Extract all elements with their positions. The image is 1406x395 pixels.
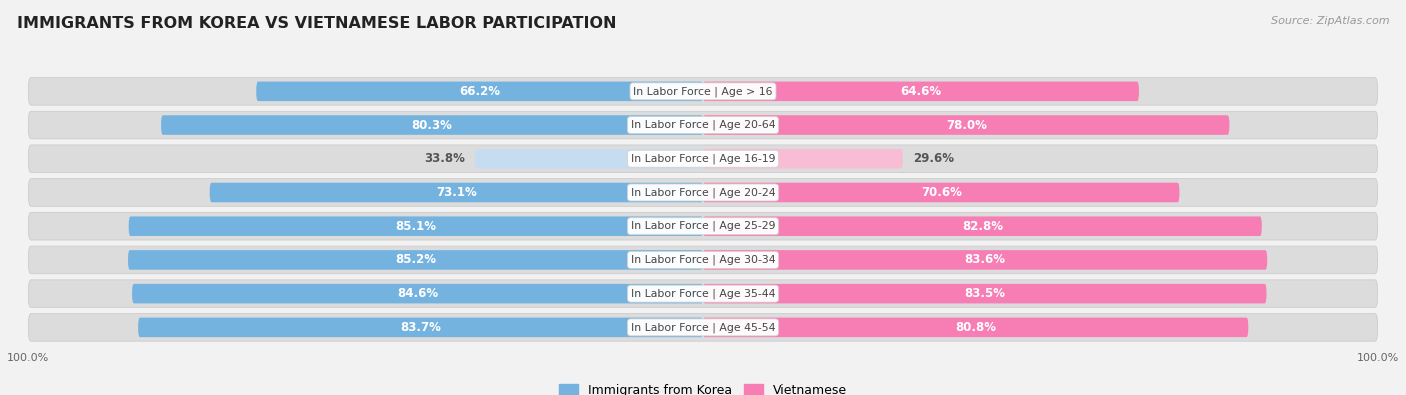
Text: In Labor Force | Age 25-29: In Labor Force | Age 25-29 — [631, 221, 775, 231]
FancyBboxPatch shape — [28, 77, 1378, 105]
Text: 29.6%: 29.6% — [912, 152, 953, 165]
FancyBboxPatch shape — [703, 81, 1139, 101]
Text: 73.1%: 73.1% — [436, 186, 477, 199]
Text: 82.8%: 82.8% — [962, 220, 1002, 233]
FancyBboxPatch shape — [128, 250, 703, 270]
FancyBboxPatch shape — [703, 250, 1267, 270]
Text: In Labor Force | Age 30-34: In Labor Force | Age 30-34 — [631, 255, 775, 265]
Text: In Labor Force | Age 45-54: In Labor Force | Age 45-54 — [631, 322, 775, 333]
Legend: Immigrants from Korea, Vietnamese: Immigrants from Korea, Vietnamese — [554, 379, 852, 395]
FancyBboxPatch shape — [28, 111, 1378, 139]
FancyBboxPatch shape — [703, 284, 1267, 303]
Text: IMMIGRANTS FROM KOREA VS VIETNAMESE LABOR PARTICIPATION: IMMIGRANTS FROM KOREA VS VIETNAMESE LABO… — [17, 16, 616, 31]
Text: 83.6%: 83.6% — [965, 254, 1005, 267]
FancyBboxPatch shape — [138, 318, 703, 337]
Text: 85.2%: 85.2% — [395, 254, 436, 267]
FancyBboxPatch shape — [129, 216, 703, 236]
Text: 66.2%: 66.2% — [460, 85, 501, 98]
FancyBboxPatch shape — [209, 183, 703, 202]
FancyBboxPatch shape — [703, 115, 1229, 135]
Text: In Labor Force | Age 20-64: In Labor Force | Age 20-64 — [631, 120, 775, 130]
Text: 83.5%: 83.5% — [965, 287, 1005, 300]
Text: 64.6%: 64.6% — [900, 85, 942, 98]
FancyBboxPatch shape — [162, 115, 703, 135]
Text: 84.6%: 84.6% — [396, 287, 439, 300]
FancyBboxPatch shape — [132, 284, 703, 303]
FancyBboxPatch shape — [28, 246, 1378, 274]
FancyBboxPatch shape — [28, 314, 1378, 341]
Text: 33.8%: 33.8% — [423, 152, 465, 165]
Text: 78.0%: 78.0% — [946, 118, 987, 132]
Text: 83.7%: 83.7% — [401, 321, 441, 334]
FancyBboxPatch shape — [28, 179, 1378, 206]
FancyBboxPatch shape — [703, 183, 1180, 202]
Text: In Labor Force | Age 35-44: In Labor Force | Age 35-44 — [631, 288, 775, 299]
FancyBboxPatch shape — [28, 145, 1378, 173]
Text: 80.3%: 80.3% — [412, 118, 453, 132]
Text: In Labor Force | Age 20-24: In Labor Force | Age 20-24 — [631, 187, 775, 198]
FancyBboxPatch shape — [703, 216, 1261, 236]
Text: 80.8%: 80.8% — [955, 321, 997, 334]
FancyBboxPatch shape — [28, 280, 1378, 307]
Text: In Labor Force | Age 16-19: In Labor Force | Age 16-19 — [631, 154, 775, 164]
FancyBboxPatch shape — [703, 149, 903, 169]
FancyBboxPatch shape — [703, 318, 1249, 337]
FancyBboxPatch shape — [256, 81, 703, 101]
Text: Source: ZipAtlas.com: Source: ZipAtlas.com — [1271, 16, 1389, 26]
Text: 85.1%: 85.1% — [395, 220, 436, 233]
FancyBboxPatch shape — [475, 149, 703, 169]
FancyBboxPatch shape — [28, 213, 1378, 240]
Text: 70.6%: 70.6% — [921, 186, 962, 199]
Text: In Labor Force | Age > 16: In Labor Force | Age > 16 — [633, 86, 773, 97]
